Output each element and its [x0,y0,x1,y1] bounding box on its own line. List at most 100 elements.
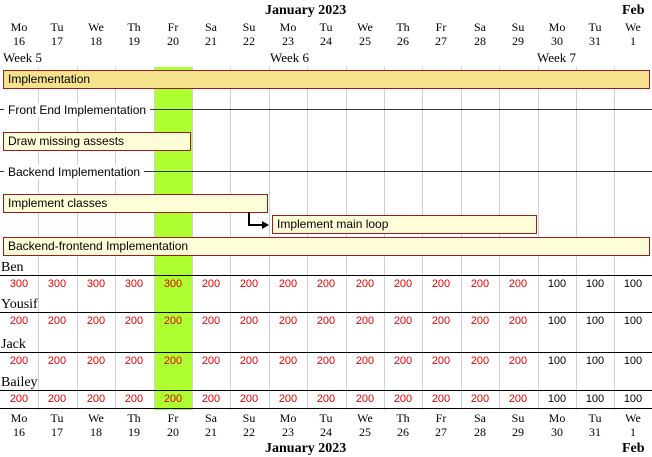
day-number-top: 30 [551,34,563,48]
load-value: 100 [623,315,643,327]
day-name-bottom: We [357,411,373,425]
load-value: 200 [239,315,259,327]
day-number-bottom: 19 [128,425,140,439]
load-value: 200 [47,393,67,405]
load-value: 200 [163,393,183,405]
day-name-top: Mo [279,20,297,34]
day-number-top: 18 [90,34,102,48]
load-value: 200 [355,355,375,367]
day-number-bottom: 16 [13,425,25,439]
day-name-top: Mo [10,20,28,34]
day-name-top: Sa [474,20,486,34]
load-value: 100 [623,278,643,290]
day-name-bottom: Th [396,411,410,425]
day-number-bottom: 30 [551,425,563,439]
day-name-bottom: Su [511,411,525,425]
day-name-top: Sa [205,20,217,34]
day-name-top: Tu [319,20,333,34]
load-value: 200 [278,278,298,290]
load-value: 200 [278,355,298,367]
day-name-top: Tu [588,20,602,34]
load-value: 200 [124,355,144,367]
load-value: 200 [393,315,413,327]
group-line [0,109,652,110]
load-value: 200 [470,315,490,327]
summary-task-bar[interactable]: Implementation [3,70,650,89]
group-line [0,171,652,172]
day-number-bottom: 20 [167,425,179,439]
week-label-7: Week 7 [537,50,577,65]
load-value: 200 [355,393,375,405]
load-value: 200 [316,355,336,367]
day-number-bottom: 27 [435,425,447,439]
load-value: 300 [9,278,29,290]
day-name-bottom: Su [242,411,256,425]
load-value: 200 [316,315,336,327]
day-name-bottom: Mo [10,411,28,425]
day-number-top: 27 [435,34,447,48]
day-name-bottom: Tu [319,411,333,425]
load-value: 300 [86,278,106,290]
day-name-top: Mo [548,20,566,34]
day-number-bottom: 29 [512,425,524,439]
day-name-bottom: We [88,411,104,425]
resource-row-line [0,390,652,391]
day-number-top: 21 [205,34,217,48]
day-number-bottom: 17 [51,425,63,439]
load-value: 200 [508,355,528,367]
day-number-top: 20 [167,34,179,48]
load-value: 200 [239,278,259,290]
day-number-top: 19 [128,34,140,48]
day-number-top: 1 [630,34,636,48]
load-value: 200 [431,278,451,290]
load-value: 200 [508,315,528,327]
day-number-top: 28 [474,34,486,48]
load-value: 200 [508,393,528,405]
load-value: 200 [47,315,67,327]
resource-table-bottom-line [0,408,652,409]
load-value: 100 [585,278,605,290]
dependency-arrow [248,212,269,229]
group-label: Backend Implementation [4,165,145,179]
day-name-bottom: Sa [205,411,217,425]
task-bar[interactable]: Draw missing assests [3,132,191,151]
month-header-top: January 2023 [265,3,347,18]
task-bar[interactable]: Implement main loop [272,215,537,234]
load-value: 300 [163,278,183,290]
load-value: 100 [623,393,643,405]
day-number-bottom: 25 [359,425,371,439]
load-value: 100 [623,355,643,367]
load-value: 300 [124,278,144,290]
load-value: 200 [201,355,221,367]
day-number-bottom: 31 [589,425,601,439]
week-label-5: Week 5 [3,50,43,65]
load-value: 200 [201,278,221,290]
resource-row-line [0,312,652,313]
day-name-top: Fr [167,20,179,34]
day-number-top: 29 [512,34,524,48]
load-value: 100 [585,315,605,327]
load-value: 100 [547,315,567,327]
load-value: 200 [163,355,183,367]
day-number-top: 17 [51,34,63,48]
next-month-header-bottom: Feb [622,441,645,456]
load-value: 200 [86,355,106,367]
resource-name: Ben [1,260,24,275]
load-value: 200 [355,315,375,327]
day-name-bottom: Fr [167,411,179,425]
load-value: 200 [393,278,413,290]
day-number-bottom: 22 [243,425,255,439]
day-number-top: 23 [282,34,294,48]
load-value: 200 [278,315,298,327]
load-value: 200 [9,315,29,327]
day-name-bottom: Sa [474,411,486,425]
load-value: 200 [9,393,29,405]
load-value: 100 [547,355,567,367]
load-value: 200 [163,315,183,327]
task-bar[interactable]: Implement classes [3,194,268,213]
load-value: 200 [470,278,490,290]
day-number-bottom: 18 [90,425,102,439]
day-name-bottom: Mo [548,411,566,425]
load-value: 100 [547,393,567,405]
task-bar[interactable]: Backend-frontend Implementation [3,237,650,256]
